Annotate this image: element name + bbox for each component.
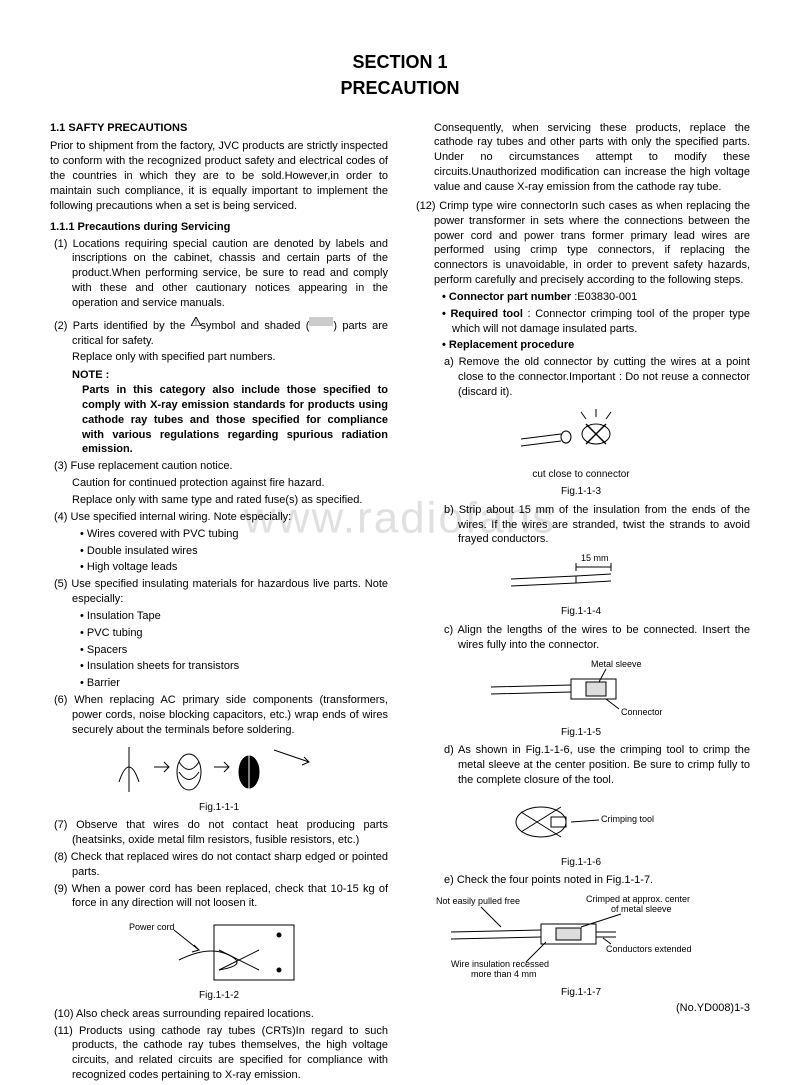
- required-tool-label: • Required tool: [442, 308, 523, 320]
- svg-text:!: !: [195, 320, 197, 326]
- figure-1-1-4: 15 mm: [501, 551, 661, 601]
- item-3a: (3) Fuse replacement caution notice.: [50, 459, 388, 474]
- figure-1-1-7: Not easily pulled free Crimped at approx…: [431, 892, 731, 982]
- fig-1-1-3-caption: Fig.1-1-3: [412, 485, 750, 499]
- step-d: d) As shown in Fig.1-1-6, use the crimpi…: [412, 743, 750, 788]
- figure-1-1-6: Crimping tool: [481, 792, 681, 852]
- figure-1-1-3: [511, 404, 651, 464]
- left-column: 1.1 SAFTY PRECAUTIONS Prior to shipment …: [50, 121, 388, 1085]
- item-7: (7) Observe that wires do not contact he…: [50, 818, 388, 848]
- item-5: (5) Use specified insulating materials f…: [50, 577, 388, 607]
- col2-paragraph-1: Consequently, when servicing these produ…: [412, 121, 750, 195]
- figure-1-1-5: Metal sleeve Connector: [481, 657, 681, 722]
- two-column-layout: 1.1 SAFTY PRECAUTIONS Prior to shipment …: [50, 121, 750, 1085]
- svg-text:Not easily pulled free: Not easily pulled free: [436, 896, 520, 906]
- fig-1-1-6-caption: Fig.1-1-6: [412, 856, 750, 870]
- heading-1-1-1: 1.1.1 Precautions during Servicing: [50, 220, 388, 235]
- item-5-bullet-2: • PVC tubing: [50, 626, 388, 641]
- replacement-procedure-label: • Replacement procedure: [442, 339, 574, 351]
- svg-text:15 mm: 15 mm: [581, 553, 609, 563]
- fig-1-1-5-caption: Fig.1-1-5: [412, 726, 750, 740]
- step-b: b) Strip about 15 mm of the insulation f…: [412, 503, 750, 548]
- item-3c: Replace only with same type and rated fu…: [50, 493, 388, 508]
- svg-text:Crimping tool: Crimping tool: [601, 814, 654, 824]
- page-content: SECTION 1 PRECAUTION 1.1 SAFTY PRECAUTIO…: [50, 50, 750, 1085]
- fig-1-1-2-caption: Fig.1-1-2: [50, 989, 388, 1003]
- item-3b: Caution for continued protection against…: [50, 476, 388, 491]
- svg-text:Wire insulation recessed: Wire insulation recessed: [451, 959, 549, 969]
- item-2: (2) Parts identified by the ! symbol and …: [50, 313, 388, 349]
- item-5-bullet-3: • Spacers: [50, 643, 388, 658]
- svg-text:Connector: Connector: [621, 707, 663, 717]
- fig-1-1-7-caption: Fig.1-1-7: [412, 986, 750, 1000]
- svg-text:Conductors extended: Conductors extended: [606, 944, 692, 954]
- item-2-line2: Replace only with specified part numbers…: [50, 350, 388, 365]
- item-5-bullet-1: • Insulation Tape: [50, 609, 388, 624]
- section-subtitle: PRECAUTION: [50, 76, 750, 100]
- item-10: (10) Also check areas surrounding repair…: [50, 1007, 388, 1022]
- item-8: (8) Check that replaced wires do not con…: [50, 850, 388, 880]
- fig-1-1-2-label: Power cord: [129, 922, 175, 932]
- connector-part-number-value: :E03830-001: [571, 291, 637, 303]
- item-12-bullet-3: • Replacement procedure: [412, 338, 750, 353]
- item-9: (9) When a power cord has been replaced,…: [50, 882, 388, 912]
- item-11: (11) Products using cathode ray tubes (C…: [50, 1024, 388, 1083]
- item-12: (12) Crimp type wire connectorIn such ca…: [412, 199, 750, 288]
- svg-text:Crimped at approx. center: Crimped at approx. center: [586, 894, 690, 904]
- item-4-bullet-2: • Double insulated wires: [50, 544, 388, 559]
- item-5-bullet-4: • Insulation sheets for transistors: [50, 659, 388, 674]
- svg-text:more than 4 mm: more than 4 mm: [471, 969, 537, 979]
- figure-1-1-1: [109, 742, 329, 797]
- connector-part-number-label: • Connector part number: [442, 291, 571, 303]
- item-5-bullet-5: • Barrier: [50, 676, 388, 691]
- item-2-text-a: (2) Parts identified by the: [54, 320, 191, 332]
- svg-text:Metal sleeve: Metal sleeve: [591, 659, 642, 669]
- item-12-bullet-2: • Required tool : Connector crimping too…: [412, 307, 750, 337]
- item-2-text-b: symbol and shaded (: [201, 320, 310, 332]
- fig-1-1-3-label: cut close to connector: [412, 468, 750, 482]
- shaded-box-icon: [309, 317, 333, 326]
- figure-1-1-2: Power cord: [119, 915, 319, 985]
- right-column: Consequently, when servicing these produ…: [412, 121, 750, 1085]
- step-c: c) Align the lengths of the wires to be …: [412, 623, 750, 653]
- heading-1-1: 1.1 SAFTY PRECAUTIONS: [50, 121, 388, 136]
- item-4-bullet-1: • Wires covered with PVC tubing: [50, 527, 388, 542]
- note-body: Parts in this category also include thos…: [50, 383, 388, 457]
- item-6: (6) When replacing AC primary side compo…: [50, 693, 388, 738]
- item-1: (1) Locations requiring special caution …: [50, 237, 388, 311]
- step-e: e) Check the four points noted in Fig.1-…: [412, 873, 750, 888]
- intro-paragraph: Prior to shipment from the factory, JVC …: [50, 139, 388, 213]
- warning-triangle-icon: !: [191, 317, 201, 326]
- item-4-bullet-3: • High voltage leads: [50, 560, 388, 575]
- fig-1-1-1-caption: Fig.1-1-1: [50, 801, 388, 815]
- note-label: NOTE :: [50, 368, 388, 383]
- section-title: SECTION 1: [50, 50, 750, 74]
- fig-1-1-4-caption: Fig.1-1-4: [412, 605, 750, 619]
- item-12-bullet-1: • Connector part number :E03830-001: [412, 290, 750, 305]
- svg-text:of metal sleeve: of metal sleeve: [611, 904, 672, 914]
- item-4: (4) Use specified internal wiring. Note …: [50, 510, 388, 525]
- step-a: a) Remove the old connector by cutting t…: [412, 355, 750, 400]
